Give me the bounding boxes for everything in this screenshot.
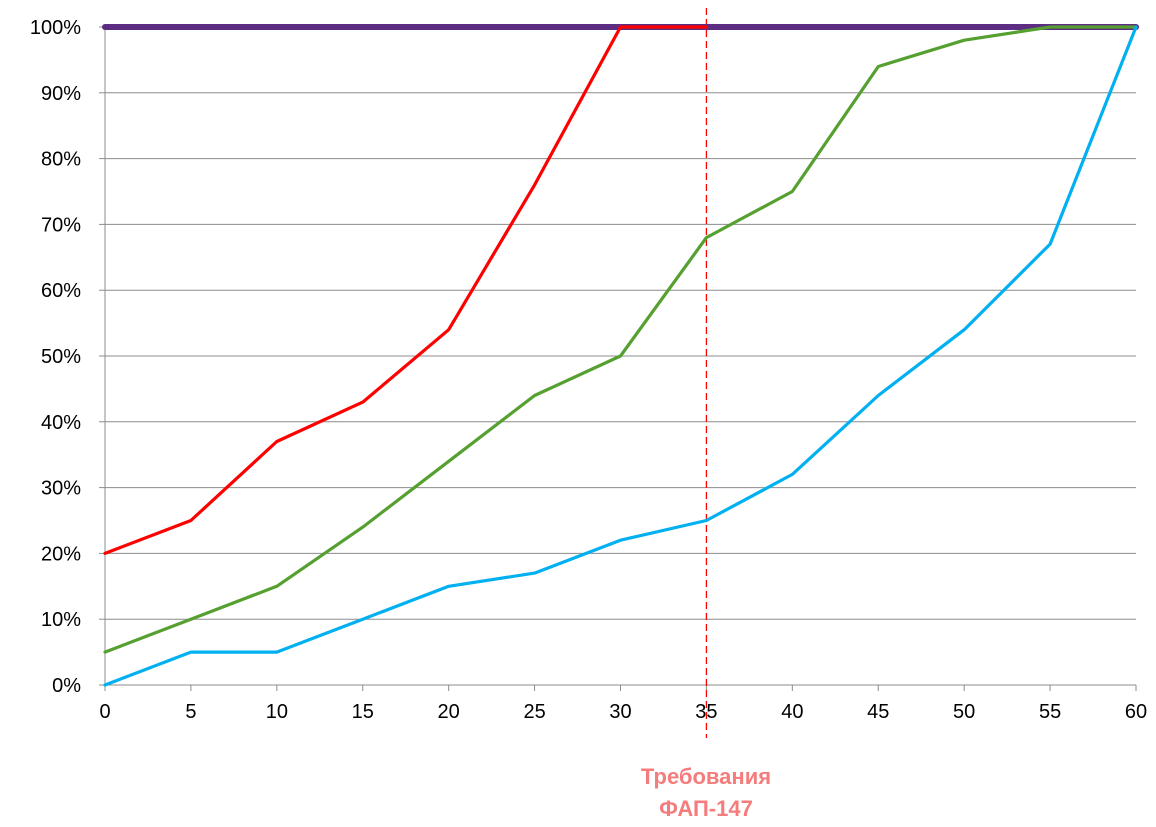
series-line-3 <box>103 25 1138 687</box>
x-tick-label: 20 <box>438 701 460 723</box>
y-tick-label: 10% <box>41 609 81 631</box>
x-tick-label: 0 <box>99 701 110 723</box>
series-line-1 <box>103 25 709 556</box>
y-tick-label: 70% <box>41 214 81 236</box>
x-tick-label: 45 <box>867 701 889 723</box>
x-tick-label: 5 <box>185 701 196 723</box>
x-tick-label: 60 <box>1125 701 1147 723</box>
x-tick-label: 30 <box>609 701 631 723</box>
x-tick-label: 55 <box>1039 701 1061 723</box>
x-tick-label: 15 <box>352 701 374 723</box>
y-tick-label: 0% <box>52 675 81 697</box>
y-tick-label: 40% <box>41 412 81 434</box>
y-tick-labels: 0% 10% 20% 30% 40% 50% 60% 70% 80% 90% 100% <box>30 17 81 697</box>
y-tick-label: 50% <box>41 346 81 368</box>
x-tick-label: 10 <box>266 701 288 723</box>
x-tick-label: 35 <box>695 701 717 723</box>
reference-label-line2: ФАП-147 <box>659 796 753 821</box>
x-tick-label: 25 <box>523 701 545 723</box>
y-tick-label: 90% <box>41 83 81 105</box>
y-tick-label: 100% <box>30 17 81 39</box>
x-tick-label: 50 <box>953 701 975 723</box>
series-line-2 <box>103 25 1138 654</box>
x-tick-label: 40 <box>781 701 803 723</box>
axes <box>99 26 1137 691</box>
y-tick-label: 30% <box>41 478 81 500</box>
reference-label-line1: Требования <box>641 764 771 789</box>
y-tick-label: 60% <box>41 280 81 302</box>
y-tick-label: 80% <box>41 149 81 171</box>
x-tick-labels: 0 5 10 15 20 25 30 35 40 45 50 55 60 <box>99 701 1147 723</box>
y-tick-label: 20% <box>41 543 81 565</box>
series-lines <box>102 24 1139 687</box>
